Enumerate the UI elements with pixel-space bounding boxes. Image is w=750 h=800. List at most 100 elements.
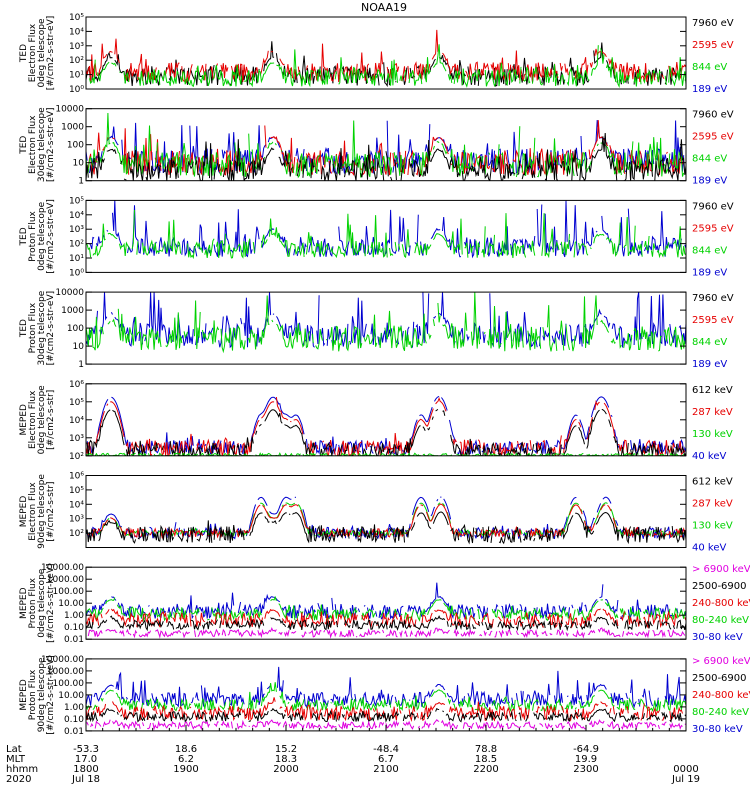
legend-entry: 844 eV [692,62,727,73]
y-tick-label: 10.00 [58,599,84,609]
y-tick-label: 10⁶ [69,380,84,390]
legend-entry: 844 eV [692,337,727,348]
x-tick-hhmm: 2000 [273,764,298,775]
series-line-meped-p-90-0 [86,666,686,709]
series-group [86,29,686,89]
y-tick-label: 10000.00 [41,655,84,665]
x-row-label: hhmm [6,764,38,775]
y-axis-label-line: 30deg telescope [37,290,47,365]
x-tick-date: Jul 19 [671,774,700,785]
y-tick-label: 1 [78,360,84,370]
x-row-label: 2020 [6,774,31,785]
panel-meped-e-0: 10² 10³ 10⁴ 10⁵ 10⁶ MEPED Electron Flux 0deg te… [19,380,733,462]
x-tick-lat: -53.3 [73,744,99,755]
y-axis-label-line: 0deg telescope [37,568,47,638]
y-axis-label-line: [#/cm2-s-str-keV] [46,563,56,642]
y-tick-label: 10³ [69,434,84,444]
y-tick-label: 100.00 [53,679,85,689]
legend-entry: 240-800 keV [692,598,750,609]
y-axis-label-line: 90deg telescope [37,474,47,549]
x-tick-hhmm: 2100 [373,764,398,775]
x-tick-lat: -48.4 [373,744,399,755]
y-tick-label: 1000 [61,306,84,316]
y-tick-label: 10000 [55,288,84,298]
x-row-label: Lat [6,744,22,755]
y-tick-label: 10² [69,240,84,250]
x-tick-lat: 78.8 [475,744,497,755]
x-tick-mlt: 6.2 [178,754,194,765]
series-group [86,292,686,354]
legend-entry: > 6900 keV [692,564,750,575]
y-tick-label: 10¹ [69,254,84,264]
y-tick-label: 1.00 [64,611,84,621]
y-axis-label-line: Electron Flux [28,23,38,82]
y-axis-label-line: TED [19,319,29,338]
legend-entry: 130 keV [692,429,733,440]
series-line-meped-p-0-3 [86,615,686,632]
series-group [86,200,686,260]
y-tick-label: 10000.00 [41,563,84,573]
y-tick-label: 100 [67,324,84,334]
x-tick-mlt: 18.5 [475,754,497,765]
y-tick-label: 0.10 [64,715,84,725]
y-axis-label-line: [#/cm2-s-str] [46,390,56,450]
y-axis-label-line: Electron Flux [28,390,38,449]
x-tick-mlt: 18.3 [275,754,297,765]
y-axis-label-line: MEPED [19,679,29,711]
y-tick-label: 0.01 [64,727,84,737]
y-axis-label-line: 0deg telescope [37,18,47,88]
y-tick-label: 10 [73,159,85,169]
series-line-ted-e-30-2 [86,113,686,177]
y-axis-label-line: Proton Flux [28,302,38,353]
series-group [86,396,686,456]
y-tick-label: 10⁰ [69,268,84,278]
y-tick-label: 10⁵ [69,398,84,408]
panel-ted-e-0: 10⁰ 10¹ 10² 10³ 10⁴ 10⁵ TED Electron Flux 0deg t… [19,13,734,95]
x-tick-hhmm: 0000 [673,764,698,775]
y-tick-label: 10⁴ [69,211,84,221]
legend-entry: 612 keV [692,477,733,488]
x-tick-date: Jul 18 [71,774,100,785]
y-axis-label-line: MEPED [19,496,29,528]
legend-entry: 287 keV [692,407,733,418]
y-tick-label: 10000 [55,105,84,115]
legend-entry: 2500-6900 [692,581,747,592]
panel-frame [85,199,687,273]
y-tick-label: 10⁴ [69,27,84,37]
y-axis-label-line: MEPED [19,587,29,619]
legend-entry: 612 keV [692,385,733,396]
series-line-meped-p-0-4 [87,626,686,639]
y-tick-label: 1000.00 [47,667,84,677]
y-axis-label-line: [#/cm2-s-str-keV] [46,655,56,734]
chart-title: NOAA19 [361,1,407,14]
y-tick-label: 10⁵ [69,13,84,23]
y-axis-label-line: TED [19,227,29,246]
y-axis-label-line: [#/cm2-s-str-eV] [46,107,56,182]
panel-ted-p-0: 10⁰ 10¹ 10² 10³ 10⁴ 10⁵ TED Proton Flux 0deg tel… [19,196,734,278]
y-tick-label: 10² [69,452,84,462]
y-axis-label-line: Proton Flux [28,577,38,628]
legend-entry: 844 eV [692,154,727,165]
x-tick-mlt: 19.9 [575,754,597,765]
y-tick-label: 10³ [69,225,84,235]
panel-frame [85,16,687,90]
series-line-meped-p-90-4 [86,719,686,731]
y-tick-label: 100.00 [53,587,85,597]
legend-entry: 844 eV [692,245,727,256]
series-line-ted-e-30-3 [86,132,686,181]
y-tick-label: 10¹ [69,71,84,81]
series-line-ted-p-0-0 [89,200,686,259]
series-line-ted-p-0-1 [86,209,686,260]
x-tick-hhmm: 2300 [573,764,598,775]
y-tick-label: 10³ [69,515,84,525]
x-tick-lat: 15.2 [275,744,297,755]
panel-meped-p-0: 0.01 0.10 1.00 10.00 100.00 1000.00 10000.00 ME… [19,563,750,645]
legend-entry: 7960 eV [692,18,734,29]
y-axis-label-line: Proton Flux [28,210,38,261]
x-tick-mlt: 6.7 [378,754,394,765]
series-line-meped-e-0-2 [86,408,686,456]
legend-entry: 2595 eV [692,132,734,143]
series-group [86,497,686,545]
x-tick-hhmm: 1800 [73,764,98,775]
